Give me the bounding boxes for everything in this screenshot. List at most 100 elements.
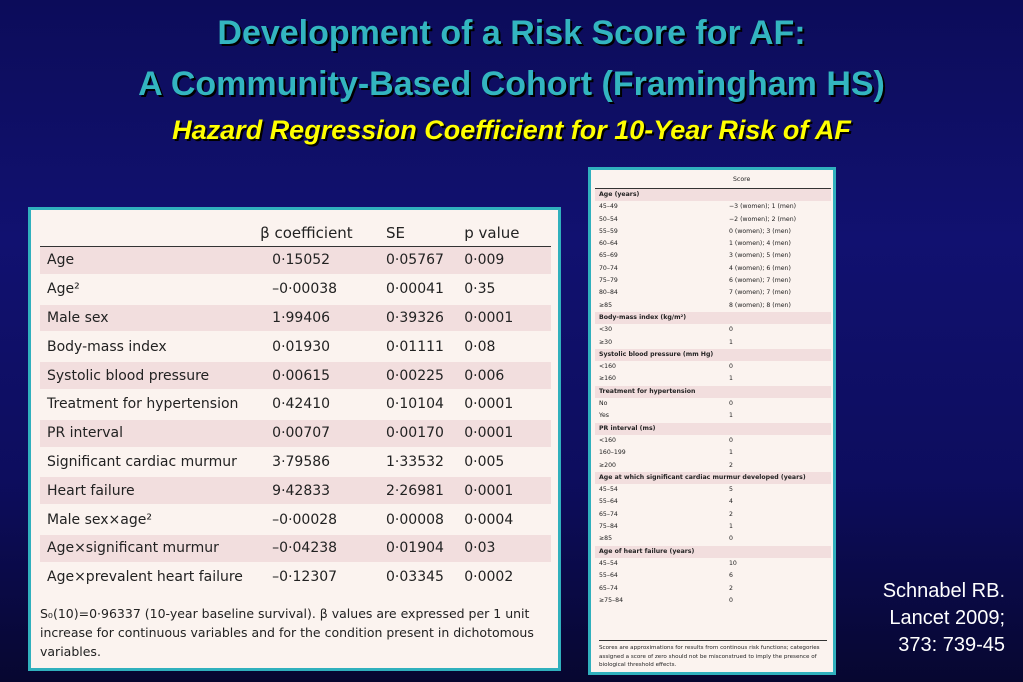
score-label-cell: <30 — [599, 326, 613, 334]
p-value-cell: 0·03 — [464, 533, 551, 564]
p-value-cell: 0·0001 — [464, 418, 551, 449]
score-row: <160 0 — [595, 435, 831, 447]
score-label-cell: ≥75–84 — [599, 596, 624, 604]
variable-cell: Age — [40, 246, 261, 276]
se-cell: 0·05767 — [386, 246, 465, 276]
score-row: 75–84 1 — [595, 521, 831, 533]
score-value-cell: 4 (women); 6 (men) — [729, 264, 791, 272]
score-row: 45–54 5 — [595, 484, 831, 496]
score-row: 65–74 2 — [595, 509, 831, 521]
score-row: 65–69 3 (women); 5 (men) — [595, 250, 831, 262]
score-label-cell: PR interval (ms) — [595, 422, 831, 435]
se-cell: 2·26981 — [386, 476, 465, 507]
variable-cell: Male sex×age² — [40, 505, 261, 535]
se-cell: 0·01904 — [386, 533, 465, 564]
score-value-cell: 1 — [729, 412, 733, 420]
header-p-value: p value — [464, 216, 551, 247]
score-section-header: Age at which significant cardiac murmur … — [595, 471, 831, 485]
p-value-cell: 0·009 — [464, 246, 551, 276]
variable-cell: Treatment for hypertension — [40, 389, 261, 420]
table-row: Body-mass index 0·01930 0·01111 0·08 — [40, 332, 551, 363]
p-value-cell: 0·35 — [464, 274, 551, 305]
citation-line2: Lancet 2009; — [889, 607, 1005, 629]
coefficient-table: β coefficient SE p value Age 0·15052 0·057… — [40, 216, 551, 593]
score-section-header: Age of heart failure (years) — [595, 545, 831, 558]
beta-cell: 0·00707 — [260, 418, 387, 449]
table-row: Male sex×age² –0·00028 0·00008 0·0004 — [40, 505, 551, 535]
variable-cell: Age×prevalent heart failure — [40, 562, 261, 593]
score-table: Score Age (years) 45–49 −3 (women); 1 (men… — [595, 172, 831, 607]
score-label-cell: Systolic blood pressure (mm Hg) — [595, 348, 831, 362]
score-label-cell: ≥30 — [599, 338, 613, 346]
score-row: 70–74 4 (women); 6 (men) — [595, 263, 831, 275]
se-cell: 0·00008 — [386, 505, 465, 535]
se-cell: 0·00225 — [386, 361, 465, 391]
table-row: Age×prevalent heart failure –0·12307 0·033… — [40, 562, 551, 593]
slide-subtitle: Hazard Regression Coefficient for 10-Yea… — [172, 115, 851, 145]
beta-cell: 1·99406 — [260, 303, 387, 334]
score-value-cell: 1 — [729, 375, 733, 383]
score-value-cell: 8 (women); 8 (men) — [729, 301, 791, 309]
p-value-cell: 0·0001 — [464, 476, 551, 507]
score-label-cell: 45–54 — [599, 559, 618, 567]
citation-line1: Schnabel RB. — [882, 580, 1005, 602]
score-row: 45–54 10 — [595, 558, 831, 570]
score-value-cell: 1 — [729, 449, 733, 457]
score-label-cell: Age of heart failure (years) — [595, 545, 831, 558]
score-label-cell: ≥200 — [599, 461, 616, 469]
header-se: SE — [386, 216, 465, 247]
variable-cell: Systolic blood pressure — [40, 361, 261, 391]
score-value-cell: 6 (women); 7 (men) — [729, 277, 791, 285]
p-value-cell: 0·006 — [464, 361, 551, 391]
score-section-header: Age (years) — [595, 188, 831, 202]
score-row: 80–84 7 (women); 7 (men) — [595, 287, 831, 299]
p-value-cell: 0·08 — [464, 332, 551, 363]
score-table-header: Score — [595, 172, 831, 189]
beta-cell: 3·79586 — [260, 447, 387, 478]
score-value-cell: 0 (women); 3 (men) — [729, 227, 791, 235]
variable-cell: Heart failure — [40, 476, 261, 507]
score-value-cell: 4 — [729, 498, 733, 506]
score-label-cell: 50–54 — [599, 215, 618, 223]
table-row: Systolic blood pressure 0·00615 0·00225 0·0… — [40, 361, 551, 391]
score-value-cell: 5 — [729, 486, 733, 494]
score-label-cell: Yes — [599, 412, 609, 420]
variable-cell: Male sex — [40, 303, 261, 334]
coefficient-table-header: β coefficient SE p value — [40, 216, 551, 247]
score-label-cell: 55–59 — [599, 227, 618, 235]
score-value-cell: 3 (women); 5 (men) — [729, 252, 791, 260]
beta-cell: –0·04238 — [260, 533, 387, 564]
score-label-cell: Treatment for hypertension — [595, 385, 831, 399]
score-value-cell: 0 — [729, 400, 733, 408]
score-row: 160–199 1 — [595, 447, 831, 459]
score-value-cell: 0 — [729, 535, 733, 543]
beta-cell: –0·00028 — [260, 505, 387, 535]
score-label-cell: 55–64 — [599, 498, 618, 506]
variable-cell: Body-mass index — [40, 332, 261, 363]
score-label-cell: ≥85 — [599, 535, 613, 543]
se-cell: 0·00170 — [386, 418, 465, 449]
score-row: 75–79 6 (women); 7 (men) — [595, 275, 831, 287]
score-table-note: Scores are approximations for results fr… — [599, 640, 827, 670]
score-header-blank — [595, 172, 729, 189]
score-row: 60–64 1 (women); 4 (men) — [595, 238, 831, 250]
citation: Schnabel RB. Lancet 2009; 373: 739-45 — [840, 578, 1005, 659]
score-value-cell: 2 — [729, 510, 733, 518]
beta-cell: 0·42410 — [260, 389, 387, 420]
score-label-cell: 75–84 — [599, 523, 618, 531]
beta-cell: –0·12307 — [260, 562, 387, 593]
score-label-cell: 75–79 — [599, 277, 618, 285]
table-row: Age×significant murmur –0·04238 0·01904 0·0… — [40, 533, 551, 564]
score-row: 55–64 4 — [595, 496, 831, 508]
score-row: 45–49 −3 (women); 1 (men) — [595, 201, 831, 213]
score-table-panel: Score Age (years) 45–49 −3 (women); 1 (men… — [588, 167, 836, 675]
score-header-label: Score — [729, 172, 831, 189]
score-label-cell: 45–49 — [599, 203, 618, 211]
score-value-cell: 10 — [729, 559, 737, 567]
score-row: Yes 1 — [595, 410, 831, 422]
score-row: ≥85 8 (women); 8 (men) — [595, 300, 831, 312]
score-row: ≥75–84 0 — [595, 595, 831, 607]
p-value-cell: 0·005 — [464, 447, 551, 478]
se-cell: 0·10104 — [386, 389, 465, 420]
beta-cell: 0·00615 — [260, 361, 387, 391]
